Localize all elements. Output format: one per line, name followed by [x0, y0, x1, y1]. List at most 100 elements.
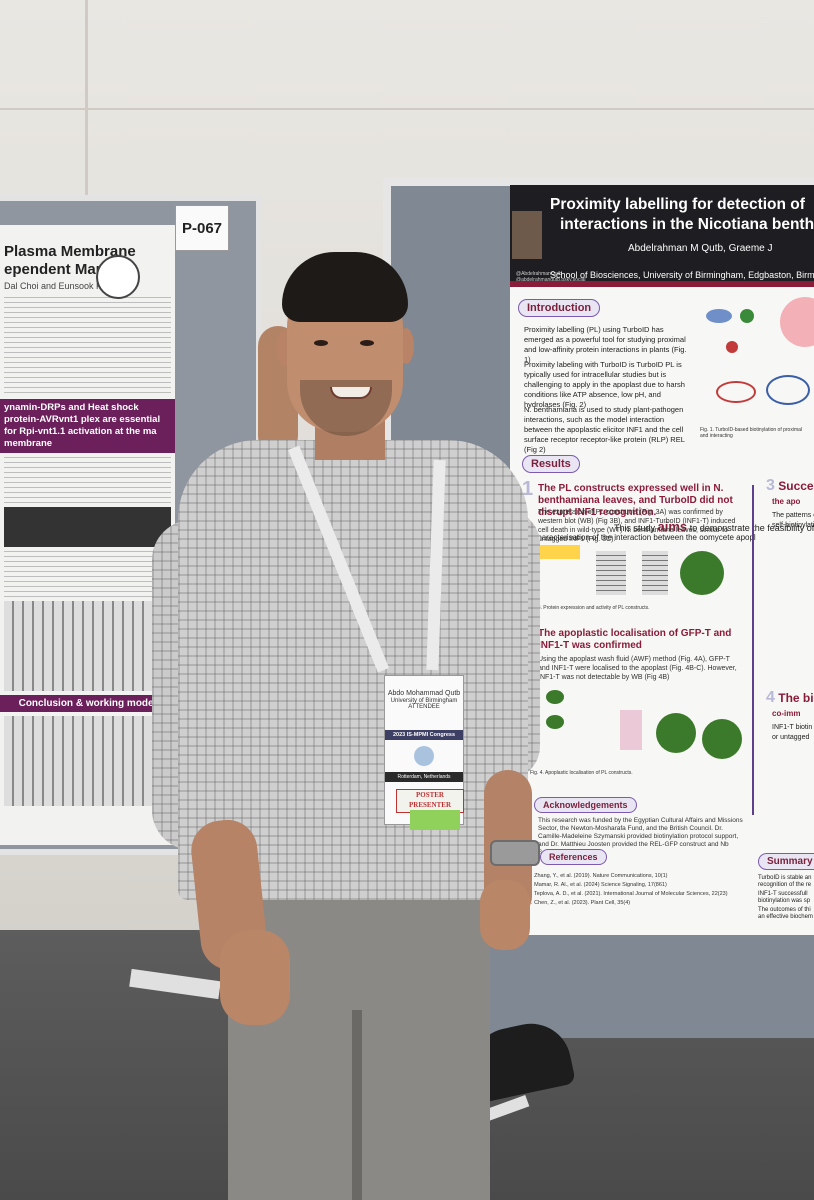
summary-item: The outcomes of thi an effective biochem: [758, 907, 813, 920]
introduction-heading: Introduction: [518, 299, 601, 317]
poster-authors: Abdelrahman M Qutb, Graeme J: [628, 243, 773, 254]
reference-item: 1. Zhang, Y., et al. (2019). Nature Comm…: [528, 873, 668, 879]
badge-name: Abdo Mohammad Qutb: [387, 690, 461, 697]
column-divider: [752, 485, 754, 815]
intro-bullet: Proximity labeling with TurboID is Turbo…: [524, 360, 685, 409]
green-ribbon: [410, 810, 460, 830]
wall-panel-seam: [85, 0, 88, 200]
aims-prefix: This study: [614, 523, 656, 533]
summary-heading: Summary: [758, 853, 814, 870]
fig4-caption: Fig. 4. Apoplastic localisation of PL co…: [530, 770, 633, 776]
turboid-diagram: [696, 295, 814, 425]
left-poster-text-block: [4, 297, 171, 343]
cell-circle: [780, 297, 814, 347]
twitter-handle: @AbdelrahmanQutb: [516, 271, 562, 277]
wall-panel-seam: [0, 108, 814, 110]
fig1-caption: Fig. 1. TurboID-based biotinylation of p…: [700, 427, 802, 439]
leaf-image: [702, 719, 742, 759]
poster-title-line1: Proximity labelling for detection of: [550, 196, 805, 213]
aims-line: This study aims to demonstrate the feasi…: [614, 519, 814, 534]
checked-shirt: [178, 440, 528, 900]
acknowledgements-heading: Acknowledgements: [534, 797, 637, 813]
reference-item: 4. Chen, Z., et al. (2023). Plant Cell, …: [528, 900, 631, 906]
left-poster-conclusion-heading: Conclusion & working model: [0, 695, 175, 712]
right-poster: Proximity labelling for detection of int…: [510, 185, 814, 935]
poster-title-line2: interactions in the Nicotiana benth: [560, 216, 814, 233]
left-eye: [314, 340, 328, 346]
reference-item: 2. Mamar, R. Al., et al. (2024) Science …: [528, 882, 667, 888]
badge-event: 2023 IS-MPMI Congress: [385, 730, 463, 740]
result1-heading: The PL constructs expressed well in N. b…: [538, 483, 733, 518]
result3-heading-a: 3 Success: [766, 478, 814, 494]
intro-bullet: Proximity labelling (PL) using TurboID h…: [524, 325, 687, 364]
intro-bullet: N. benthamiana is used to study plant-pa…: [524, 405, 685, 454]
wristwatch-icon: [490, 840, 540, 866]
header-accent-bar: [510, 281, 814, 287]
network-shape: [766, 375, 810, 405]
western-blot: [596, 551, 626, 595]
summary-item: INF1-T successfull biotinylation was sp: [758, 891, 811, 904]
result3-heading-b: the apo: [772, 497, 801, 506]
leaf-image: [680, 551, 724, 595]
aims-word: aims: [657, 519, 688, 534]
result3-body-a: The patterns o: [772, 512, 814, 519]
congress-logo-icon: [414, 746, 434, 766]
left-poster-figure: [4, 601, 171, 691]
left-poster-title-line1: Plasma Membrane: [4, 243, 136, 260]
right-hand: [480, 880, 530, 950]
result-number-3: 3: [766, 477, 775, 494]
protein-shape: [726, 341, 738, 353]
left-poster-authors: Dal Choi and Eunsook Park: [4, 281, 115, 291]
poster-number-sign: P-067: [175, 205, 229, 251]
left-poster-section-heading: ynamin-DRPs and Heat shock protein-AVRvn…: [0, 399, 175, 453]
leaf-icon: [546, 715, 564, 729]
western-blot: [620, 710, 642, 750]
protein-shape: [740, 309, 754, 323]
right-eye: [360, 340, 374, 346]
aims-rest: to demonstrate the feasibility of PL wit…: [689, 523, 814, 533]
result4-heading-a: 4 The biot: [766, 690, 814, 706]
left-hand: [220, 930, 290, 1025]
leaf-image: [656, 713, 696, 753]
author-photo: [512, 211, 542, 259]
result2-body: Using the apoplast wash fluid (AWF) meth…: [538, 656, 737, 681]
poster-institution: School of Biosciences, University of Bir…: [550, 270, 814, 280]
result2-heading: The apoplastic localisation of GFP-T and…: [538, 628, 732, 651]
result4-body-a: INF1-T biotin: [772, 724, 813, 731]
badge-org: University of Birmingham: [390, 698, 458, 704]
result4-heading-b: co-imm: [772, 709, 801, 718]
result3-heading-text: Success: [778, 479, 814, 493]
fig3-caption: Fig. 3. Protein expression and activity …: [528, 605, 650, 611]
result1-body: The expression of PL constructs (Fig. 3A…: [538, 509, 736, 543]
university-seal-icon: [96, 255, 140, 299]
result4-heading-text: The biot: [778, 691, 814, 705]
bsky-handle: @abdelrahmanqutb.bsky.social: [516, 277, 586, 283]
turboid-shape: [706, 309, 732, 323]
left-poster-text-block: [4, 551, 171, 597]
poster-header: Proximity labelling for detection of int…: [510, 185, 814, 287]
result4-body-b: or untagged: [772, 734, 810, 741]
affinity-purification-arrow: [716, 381, 756, 403]
references-heading: References: [540, 849, 607, 865]
result-number-4: 4: [766, 689, 775, 706]
left-poster-title-line2: ependent Manner: [4, 261, 129, 278]
left-poster-model-figure: [4, 716, 171, 806]
left-poster-figure: [4, 507, 171, 547]
aims-line2: the characterisation of the interaction …: [520, 533, 756, 542]
badge-role: ATTENDEE: [408, 704, 440, 710]
western-blot: [642, 551, 668, 595]
result3-body-b: self-biotinylati: [772, 522, 814, 529]
trouser-gap: [352, 1010, 362, 1200]
badge-location: Rotterdam, Netherlands: [385, 772, 463, 782]
result-number-1: 1: [522, 478, 534, 500]
left-poster-text-block: [4, 347, 171, 393]
left-poster-text-block: [4, 457, 171, 503]
smile: [330, 387, 372, 399]
summary-item: TurboID is stable an recognition of the …: [758, 875, 812, 888]
construct-diagram: [530, 545, 580, 559]
hair: [282, 252, 408, 322]
results-heading: Results: [522, 455, 580, 473]
left-poster: Plasma Membrane ependent Manner Dal Choi…: [0, 225, 175, 845]
reference-item: 3. Teplova, A. D., et al. (2021). Intern…: [528, 891, 728, 897]
leaf-icon: [546, 690, 564, 704]
